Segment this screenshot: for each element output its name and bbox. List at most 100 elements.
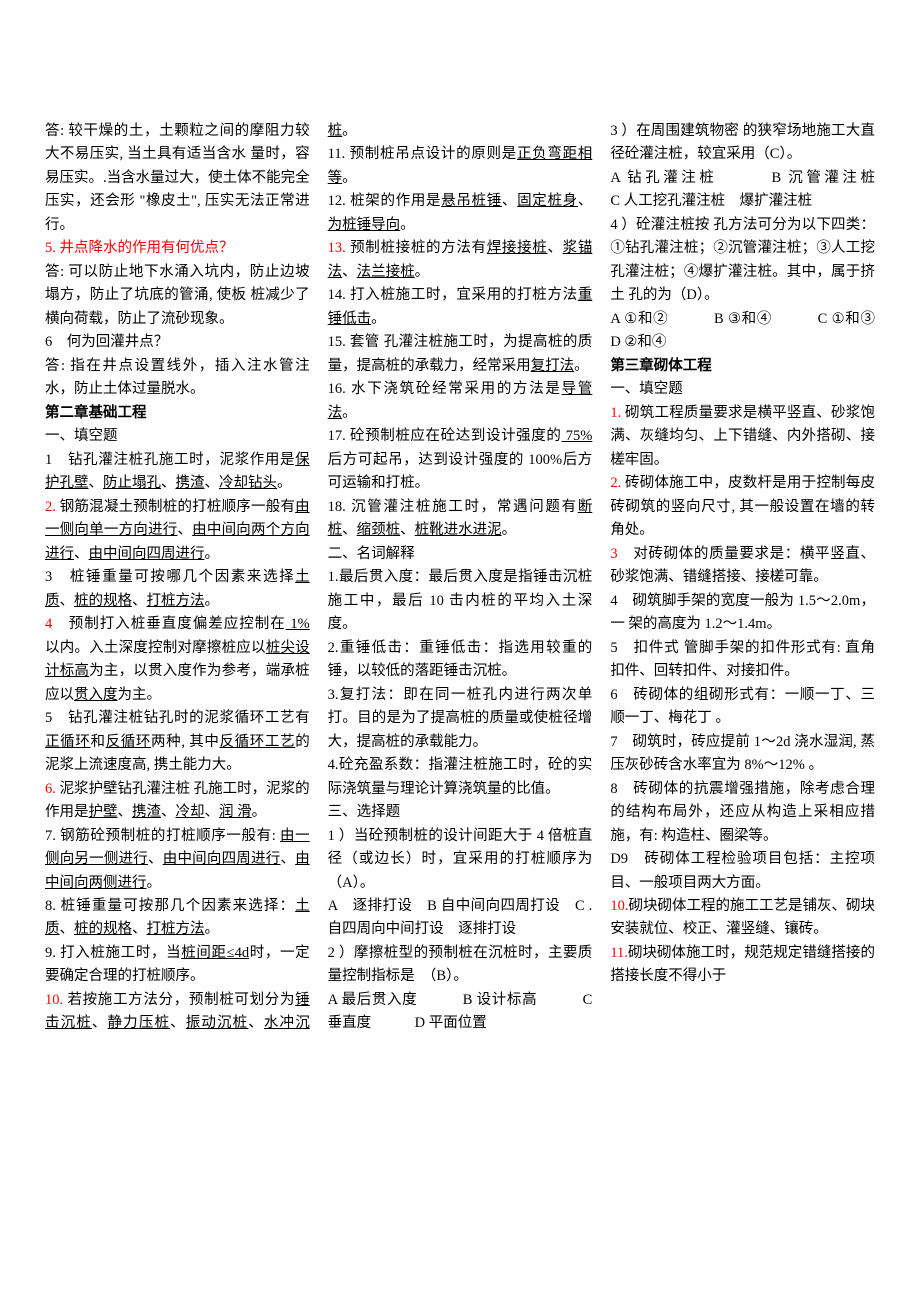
text-run: 5 扣件式 管脚手架的扣件形式有: 直角扣件、回转扣件、对接扣件。 [610,640,875,679]
text-run: 3 ）在周围建筑物密 的狭窄场地施工大直径砼灌注桩，较宜采用（C）。 [610,123,875,162]
text-run: 8. 桩锤重量可按那几个因素来选择： [45,898,295,914]
paragraph: 一、填空题 [610,378,875,401]
text-run: 2 ）摩擦桩型的预制桩在沉桩时，主要质量控制指标是 （B）。 [328,945,593,984]
text-run: 11. [610,945,628,961]
text-run: 预制桩接桩的方法有 [350,240,487,256]
text-run: 。 [205,593,220,609]
text-run: 5. 井点降水的作用有何优点？ [45,240,234,256]
text-run: 答: 可以防止地下水涌入坑内，防止边坡塌方，防止了坑底的管涌, 使板 桩减少了横… [45,264,310,327]
text-run: A ①和② B ③和④ C ①和③ D ②和④ [610,311,918,350]
paragraph: 6. 泥浆护壁钻孔灌注桩 孔施工时，泥浆的作用是护壁、携渣、冷却、润 滑。 [45,778,310,825]
text-run: 携渣 [176,475,205,491]
text-run: 砖砌体施工中，皮数杆是用于控制每皮砖砌筑的竖向尺寸, 其一般设置在墙的转角处。 [610,475,875,538]
text-run: 砌筑工程质量要求是横平竖直、砂浆饱满、灰缝均匀、上下错缝、内外搭砌、接槎牢固。 [610,405,875,468]
text-run: 振动沉桩 [186,1015,249,1031]
text-run: 。 [205,921,220,937]
text-run: 1. [610,405,625,421]
paragraph: 8. 桩锤重量可按那几个因素来选择：土质、桩的规格、打桩方法。 [45,895,310,942]
text-run: 9. 打入桩施工时，当 [45,945,181,961]
paragraph: 2.重锤低击：重锤低击：指选用较重的锤，以较低的落距锤击沉桩。 [328,637,593,684]
text-run: 4 [45,616,69,632]
text-run: A 钻孔灌注桩 B 沉管灌注桩 C 人工挖孔灌注桩 爆扩灌注桩 [610,170,918,209]
text-run: 答: 指在井点设置线外，插入注水管注水，防止土体过量脱水。 [45,358,310,397]
text-run: 、 [148,851,163,867]
text-run: 4 砌筑脚手架的宽度一般为 1.5～2.0m，一 架的高度为 1.2～1.4m。 [610,593,875,632]
text-run: 冷却钻头 [219,475,277,491]
paragraph: 7. 钢筋砼预制桩的打桩顺序一般有: 由一侧向另一侧进行、由中间向四周进行、由中… [45,825,310,895]
text-run: 、 [170,1015,186,1031]
text-run: 5 钻孔灌注桩钻孔时的泥浆循环工艺有 [45,710,310,726]
paragraph: 1 钻孔灌注桩孔施工时，泥浆作用是保护孔壁、防止塌孔、携渣、冷却钻头。 [45,449,310,496]
text-run: 桩的规格 [74,921,132,937]
text-run: 贯入度 [74,687,118,703]
paragraph: 4 预制打入桩垂直度偏差应控制在 1% 以内。入土深度控制对摩擦桩应以桩尖设计标… [45,613,310,707]
text-run: 3 桩锤重量可按哪几个因素来选择 [45,569,295,585]
paragraph: 1. 砌筑工程质量要求是横平竖直、砂浆饱满、灰缝均匀、上下错缝、内外搭砌、接槎牢… [610,402,875,472]
paragraph: 18. 沉管灌注桩施工时，常遇问题有断桩、缩颈桩、桩靴进水进泥。 [328,496,593,543]
paragraph: 答: 较干燥的土，土颗粒之间的摩阻力较大不易压实, 当土具有适当含水 量时，容易… [45,120,310,237]
text-run: 由中间向四周进行 [89,546,205,562]
text-run: 8 砖砌体的抗震增强措施，除考虑合理的结构布局外，还应从构造上采相应措施，有: … [610,781,875,844]
text-run: 6 砖砌体的组砌形式有：一顺一丁、三顺一丁、梅花丁 。 [610,687,875,726]
text-run: 悬吊桩锤 [441,193,502,209]
text-run: 、 [205,475,220,491]
text-run: 、 [205,804,220,820]
text-run: 、 [161,475,176,491]
text-run: 1 钻孔灌注桩孔施工时，泥浆作用是 [45,452,295,468]
text-run: 18. 沉管灌注桩施工时，常遇问题有 [328,499,578,515]
text-run: 14. 打入桩施工时，宜采用的打桩方法 [328,287,578,303]
text-run: 以内。入土深度控制对摩擦桩应以 [45,640,266,656]
text-run: 、 [547,240,562,256]
text-run: 预制打入桩垂直度偏差应控制在 [69,616,286,632]
text-run: 。 [574,358,589,374]
paragraph: 4.砼充盈系数：指灌注桩施工时，砼的实际浇筑量与理论计算浇筑量的比值。 [328,754,593,801]
text-run: 、 [60,921,75,937]
text-run: 打桩方法 [147,921,205,937]
text-run: 。 [400,217,415,233]
paragraph: 3 ）在周围建筑物密 的狭窄场地施工大直径砼灌注桩，较宜采用（C）。 [610,120,875,167]
text-run: 。 [502,522,517,538]
text-run: 10. [45,992,67,1008]
text-run: 75% [562,428,593,444]
paragraph: 10.砌块砌体工程的施工工艺是铺灰、砌块安装就位、校正、灌竖缝、镶砖。 [610,895,875,942]
text-run: 、 [578,193,593,209]
text-run: A 最后贯入度 B 设计标高 C 垂直度 D 平面位置 [328,992,593,1031]
text-run: D9 砖砌体工程检验项目包括：主控项目、一般项目两大方面。 [610,851,875,890]
text-run: 砌块砌体工程的施工工艺是铺灰、砌块安装就位、校正、灌竖缝、镶砖。 [610,898,875,937]
text-run: 防止塌孔 [103,475,161,491]
text-run: 反循环工艺 [220,734,296,750]
paragraph: 7 砌筑时，砖应提前 1～2d 浇水湿润, 蒸压灰砂砖含水率宜为 8%～12% … [610,731,875,778]
text-run: 答: 较干燥的土，土颗粒之间的摩阻力较大不易压实, 当土具有适当含水 量时，容易… [45,123,310,233]
text-run: 、 [342,264,357,280]
text-run: 为桩锤导向 [328,217,401,233]
paragraph: A 逐排打设 B 自中间向四周打设 C . 自四周向中间打设 逐排打设 [328,895,593,942]
text-run: 7 砌筑时，砖应提前 1～2d 浇水湿润, 蒸压灰砂砖含水率宜为 8%～12% … [610,734,875,773]
paragraph: 4 砌筑脚手架的宽度一般为 1.5～2.0m，一 架的高度为 1.2～1.4m。 [610,590,875,637]
text-run: 、 [60,593,75,609]
text-run: 11. 预制桩吊点设计的原则是 [328,146,517,162]
paragraph: 1 ）当砼预制桩的设计间距大于 4 倍桩直径（或边长）时，宜采用的打桩顺序为（A… [328,825,593,895]
paragraph: 5. 井点降水的作用有何优点？ [45,237,310,260]
text-run: 、 [248,1015,264,1031]
paragraph: 5 钻孔灌注桩钻孔时的泥浆循环工艺有正循环和反循环两种, 其中反循环工艺的泥浆上… [45,707,310,777]
text-run: 、 [132,593,147,609]
text-run: 、 [502,193,517,209]
paragraph: 6 何为回灌井点？ [45,331,310,354]
text-run: 后方可起吊，达到设计强度的 100%后方可运输和打桩。 [328,452,593,491]
paragraph: 11. 预制桩吊点设计的原则是正负弯距相等。 [328,143,593,190]
text-run: 7. 钢筋砼预制桩的打桩顺序一般有: [45,828,280,844]
text-run: 。 [205,546,220,562]
text-run: 一、填空题 [610,381,683,397]
paragraph: 11.砌块砌体施工时，规范规定错缝搭接的搭接长度不得小于 [610,942,875,989]
paragraph: 答: 可以防止地下水涌入坑内，防止边坡塌方，防止了坑底的管涌, 使板 桩减少了横… [45,261,310,331]
text-run: 法兰接桩 [357,264,415,280]
text-run: 。 [342,170,357,186]
text-run: 16. 水下浇筑砼经常采用的方法是 [328,381,562,397]
paragraph: 15. 套管 孔灌注桩施工时，为提高桩的质量，提高桩的承载力，经常采用复打法。 [328,331,593,378]
paragraph: 2. 砖砌体施工中，皮数杆是用于控制每皮砖砌筑的竖向尺寸, 其一般设置在墙的转角… [610,472,875,542]
text-run: 缩颈桩 [357,522,401,538]
text-run: 、 [74,546,89,562]
paragraph: 2. 钢筋混凝土预制桩的打桩顺序一般有由一侧向单一方向进行、由中间向两个方向进行… [45,496,310,566]
document-body: 答: 较干燥的土，土颗粒之间的摩阻力较大不易压实, 当土具有适当含水 量时，容易… [45,120,875,1036]
text-run: 桩靴进水进泥 [415,522,502,538]
